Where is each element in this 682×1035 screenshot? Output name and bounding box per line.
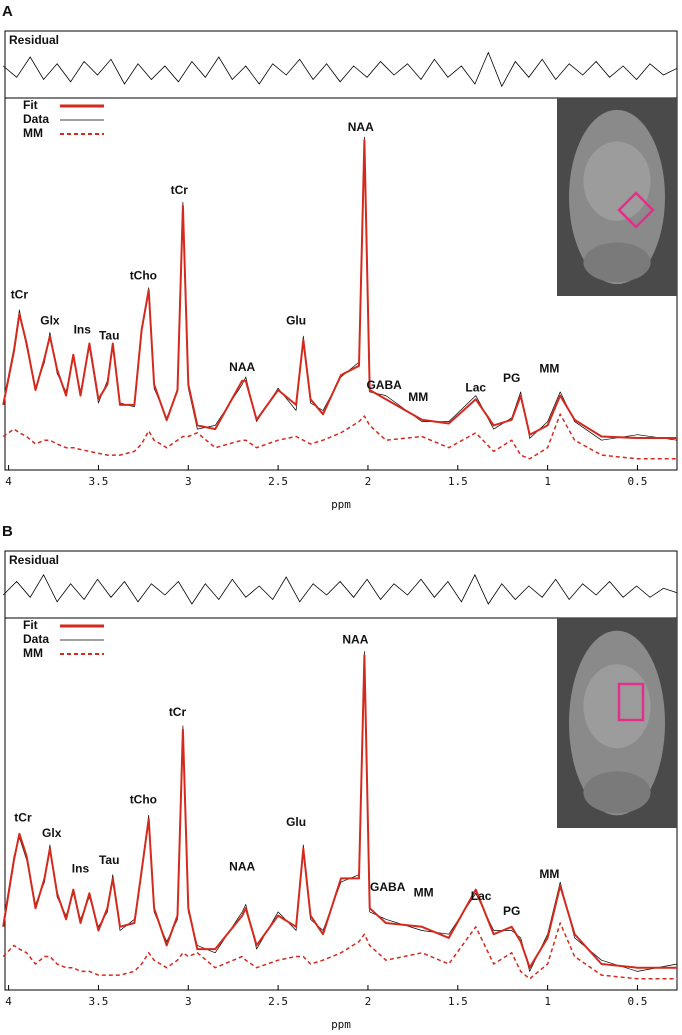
residual-line bbox=[2, 573, 678, 605]
peak-label: Glx bbox=[40, 313, 60, 327]
legend-label: Fit bbox=[23, 98, 38, 112]
peak-label: MM bbox=[414, 885, 434, 899]
x-tick-label: 3 bbox=[185, 475, 192, 488]
series-line bbox=[2, 922, 677, 980]
peak-label: MM bbox=[408, 390, 428, 404]
peak-label: Glu bbox=[286, 313, 306, 327]
peak-label: Ins bbox=[74, 322, 92, 336]
legend-label: Fit bbox=[23, 618, 38, 632]
inset-region bbox=[583, 664, 651, 749]
x-tick-label: 2.5 bbox=[268, 995, 288, 1008]
x-tick-label: 1.5 bbox=[448, 995, 468, 1008]
x-tick-label: 2 bbox=[365, 995, 372, 1008]
peak-label: Glu bbox=[286, 815, 306, 829]
peak-label: tCr bbox=[171, 183, 189, 197]
x-axis-label: ppm bbox=[331, 498, 351, 511]
peak-label: NAA bbox=[229, 859, 255, 873]
peak-label: Tau bbox=[99, 853, 119, 867]
inset-cerebellum bbox=[583, 242, 651, 283]
peak-label: Tau bbox=[99, 328, 119, 342]
residual-label: Residual bbox=[9, 33, 59, 47]
x-tick-label: 4 bbox=[5, 475, 12, 488]
peak-label: Lac bbox=[471, 889, 492, 903]
x-tick-label: 4 bbox=[5, 995, 12, 1008]
x-tick-label: 0.5 bbox=[628, 475, 648, 488]
voxel bbox=[617, 191, 655, 229]
peak-label: tCho bbox=[130, 269, 157, 283]
legend-label: Data bbox=[23, 112, 49, 126]
x-tick-label: 1 bbox=[544, 475, 551, 488]
peak-label: MM bbox=[539, 362, 559, 376]
residual-label: Residual bbox=[9, 553, 59, 567]
x-tick-label: 0.5 bbox=[628, 995, 648, 1008]
residual-frame bbox=[4, 550, 678, 619]
inset-region bbox=[583, 141, 651, 221]
peak-label: tCr bbox=[169, 705, 187, 719]
x-tick-label: 1 bbox=[544, 995, 551, 1008]
peak-label: Glx bbox=[42, 826, 62, 840]
peak-label: NAA bbox=[348, 120, 374, 134]
x-axis-label: ppm bbox=[331, 1018, 351, 1031]
peak-label: tCho bbox=[130, 792, 157, 806]
panel-label: B bbox=[2, 523, 13, 540]
peak-label: tCr bbox=[14, 810, 32, 824]
series-line bbox=[2, 139, 677, 439]
inset-cerebellum bbox=[583, 771, 651, 814]
x-tick-label: 2 bbox=[365, 475, 372, 488]
x-tick-label: 3.5 bbox=[88, 995, 108, 1008]
peak-label: tCr bbox=[11, 287, 29, 301]
x-tick-label: 2.5 bbox=[268, 475, 288, 488]
peak-label: Lac bbox=[465, 380, 486, 394]
residual-line bbox=[2, 51, 678, 88]
peak-label: GABA bbox=[366, 378, 402, 392]
peak-label: MM bbox=[539, 867, 559, 881]
legend-label: Data bbox=[23, 632, 49, 646]
peak-label: NAA bbox=[229, 360, 255, 374]
voxel bbox=[617, 682, 645, 722]
series-line bbox=[2, 654, 677, 969]
peak-label: NAA bbox=[342, 632, 368, 646]
legend-label: MM bbox=[23, 646, 43, 660]
peak-label: PG bbox=[503, 371, 520, 385]
peak-label: Ins bbox=[72, 861, 90, 875]
peak-label: PG bbox=[503, 904, 520, 918]
x-tick-label: 3.5 bbox=[88, 475, 108, 488]
residual-frame bbox=[4, 30, 678, 99]
peak-label: GABA bbox=[370, 880, 406, 894]
x-tick-label: 3 bbox=[185, 995, 192, 1008]
panel-label: A bbox=[2, 3, 13, 20]
legend-label: MM bbox=[23, 126, 43, 140]
x-tick-label: 1.5 bbox=[448, 475, 468, 488]
